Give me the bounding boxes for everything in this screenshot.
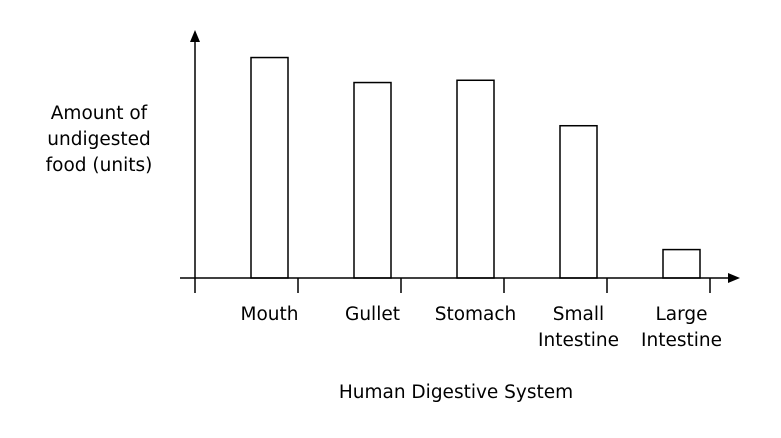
bar-3 <box>559 124 598 279</box>
bar-2 <box>456 79 495 279</box>
category-label-1: Gullet <box>345 304 400 325</box>
y-axis-arrow <box>190 30 200 42</box>
x-axis-arrow <box>728 273 740 283</box>
category-label-3: Small Intestine <box>538 304 619 351</box>
x-axis-label: Human Digestive System <box>338 382 574 403</box>
bar-0 <box>250 56 289 279</box>
bar-1 <box>353 81 392 279</box>
category-label-4: Large Intestine <box>641 304 722 351</box>
category-label-2: Stomach <box>434 304 517 325</box>
bars-group <box>250 56 701 279</box>
tick-group <box>297 278 711 293</box>
bar-4 <box>662 248 701 279</box>
y-axis-label: Amount of undigested food (units) <box>45 103 153 176</box>
category-label-0: Mouth <box>240 304 299 325</box>
